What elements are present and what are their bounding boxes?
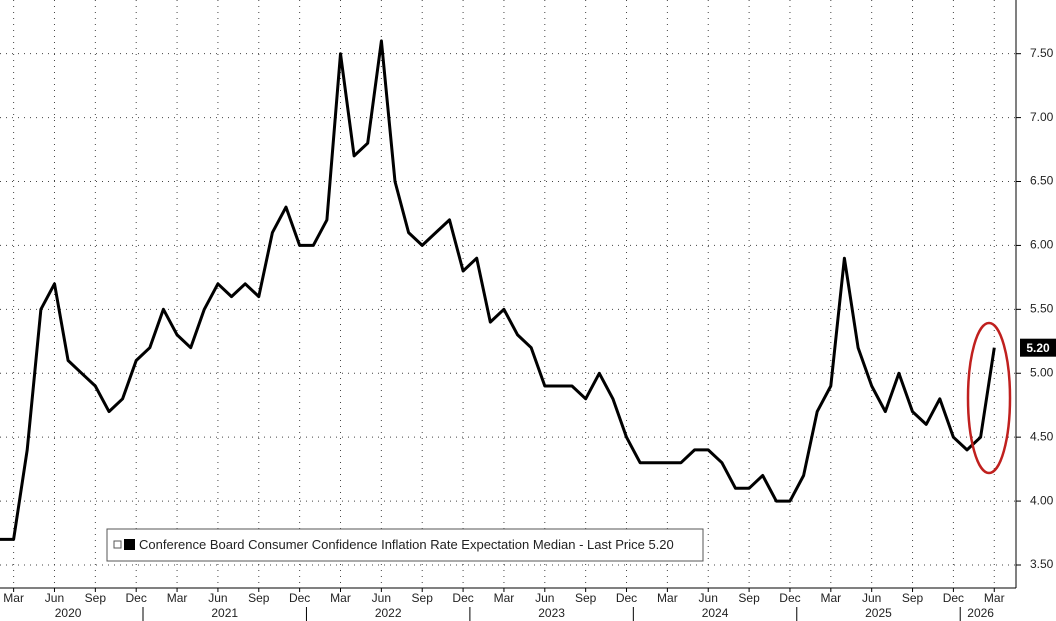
last-price-box	[1020, 338, 1056, 357]
x-tick-label: Mar	[167, 591, 188, 605]
y-tick-label: 7.00	[1030, 110, 1054, 124]
x-tick-label: Dec	[289, 591, 310, 605]
y-tick-label: 4.00	[1030, 493, 1054, 507]
x-tick-label: Mar	[330, 591, 351, 605]
x-year-label: 2020	[55, 606, 82, 620]
legend-box	[106, 528, 704, 562]
x-tick-label: Jun	[699, 591, 718, 605]
x-year-label: 2022	[375, 606, 402, 620]
y-tick-label: 3.50	[1030, 557, 1054, 571]
x-tick-label: Jun	[208, 591, 227, 605]
legend: Conference Board Consumer Confidence Inf…	[106, 528, 704, 562]
legend-swatch	[124, 539, 135, 550]
y-tick-label: 5.50	[1030, 302, 1054, 316]
x-tick-label: Sep	[575, 591, 597, 605]
x-tick-label: Dec	[452, 591, 473, 605]
highlight-ellipse	[966, 321, 1012, 475]
last-price-label: 5.20	[1026, 341, 1050, 355]
x-tick-label: Jun	[862, 591, 881, 605]
y-tick-label: 6.00	[1030, 238, 1054, 252]
data-line	[0, 39, 996, 541]
x-tick-label: Sep	[248, 591, 270, 605]
x-tick-label: Jun	[372, 591, 391, 605]
marks	[0, 39, 996, 541]
x-tick-label: Dec	[943, 591, 964, 605]
y-tick-label: 4.50	[1030, 429, 1054, 443]
y-tick-label: 5.00	[1030, 365, 1054, 379]
x-tick-label: Jun	[535, 591, 554, 605]
x-tick-label: Mar	[820, 591, 841, 605]
x-tick-label: Mar	[3, 591, 24, 605]
x-year-label: 2024	[702, 606, 729, 620]
x-tick-label: Sep	[85, 591, 107, 605]
x-tick-label: Dec	[126, 591, 147, 605]
y-tick-label: 7.50	[1030, 46, 1054, 60]
y-tick-label: 6.50	[1030, 174, 1054, 188]
x-tick-label: Mar	[494, 591, 515, 605]
legend-label: Conference Board Consumer Confidence Inf…	[139, 537, 674, 552]
x-tick-label: Mar	[657, 591, 678, 605]
x-tick-label: Jun	[45, 591, 64, 605]
x-year-label: 2026	[967, 606, 994, 620]
x-tick-label: Dec	[616, 591, 637, 605]
x-year-label: 2023	[538, 606, 565, 620]
x-tick-label: Dec	[779, 591, 800, 605]
x-tick-label: Mar	[984, 591, 1005, 605]
x-tick-label: Sep	[412, 591, 434, 605]
x-tick-label: Sep	[738, 591, 760, 605]
x-year-label: 2025	[865, 606, 892, 620]
x-year-label: 2021	[211, 606, 238, 620]
x-tick-label: Sep	[902, 591, 924, 605]
legend-toggle	[113, 540, 122, 549]
